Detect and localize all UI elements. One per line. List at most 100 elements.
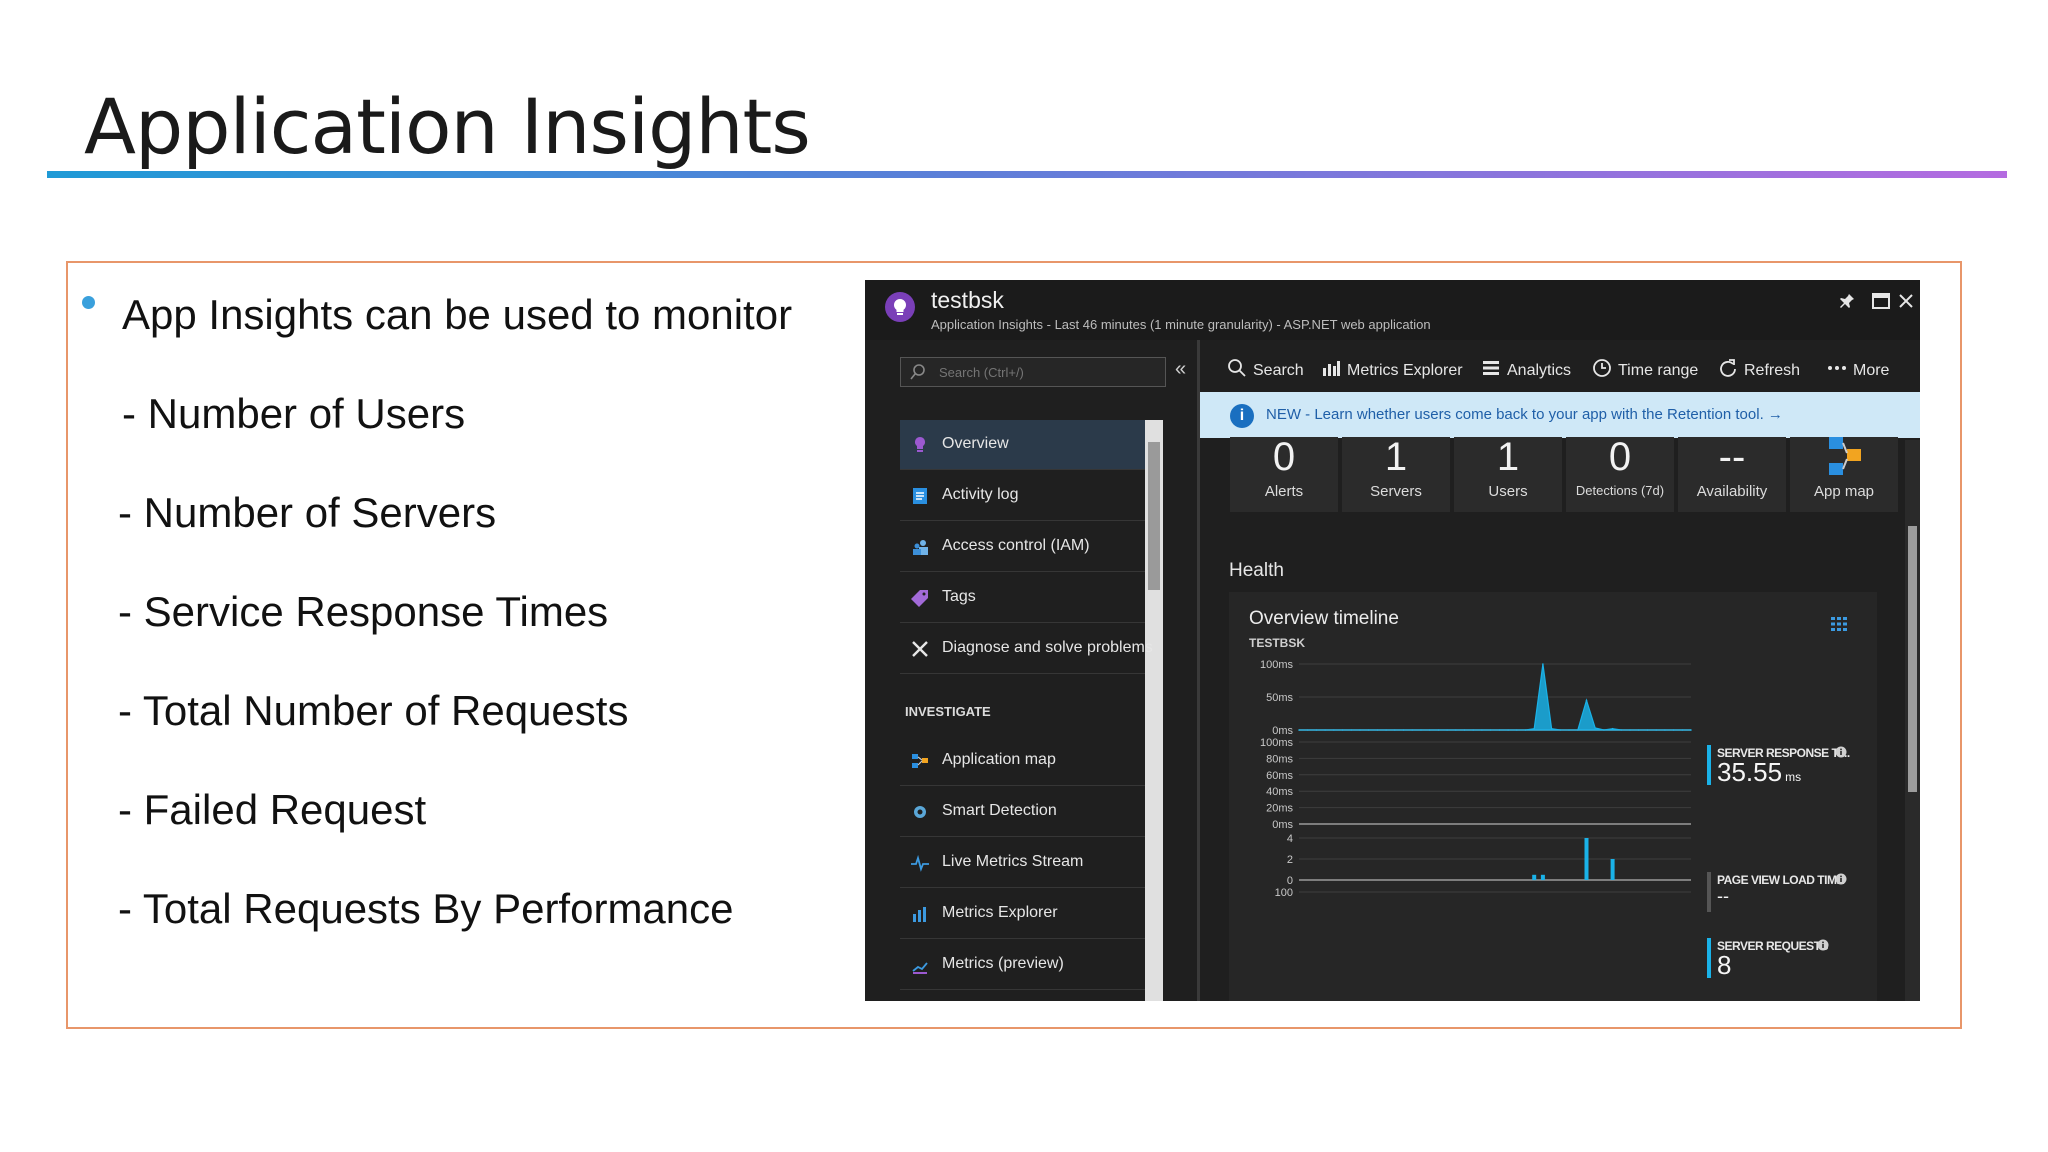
metric-value: -- bbox=[1717, 886, 1729, 906]
info-icon bbox=[1817, 938, 1829, 956]
pin-icon[interactable] bbox=[1834, 288, 1860, 314]
tile-detections[interactable]: 0 Detections (7d) bbox=[1566, 437, 1674, 512]
response-time-point bbox=[1629, 729, 1631, 731]
response-time-point bbox=[1568, 729, 1570, 731]
search-icon bbox=[1227, 358, 1247, 383]
y-tick-label: 80ms bbox=[1266, 753, 1293, 765]
tile-label: Users bbox=[1488, 483, 1528, 500]
response-time-point bbox=[1333, 729, 1335, 731]
lightbulb-icon bbox=[910, 435, 930, 455]
tile-label: App map bbox=[1813, 483, 1875, 500]
users-icon bbox=[910, 537, 930, 557]
info-icon: i bbox=[1230, 404, 1254, 428]
tile-alerts[interactable]: 0 Alerts bbox=[1230, 437, 1338, 512]
response-time-point bbox=[1672, 729, 1675, 731]
metric-value: 35.55 ms bbox=[1717, 757, 1801, 788]
tile-value: 1 bbox=[1384, 435, 1408, 479]
content-frame bbox=[66, 261, 1962, 1029]
menu-search-input[interactable] bbox=[900, 357, 1166, 387]
sidebar-item-label: Overview bbox=[942, 435, 1009, 452]
toolbar-refresh-button[interactable]: Refresh bbox=[1718, 358, 1800, 383]
sidebar-item-metrics-preview[interactable]: Metrics (preview) bbox=[900, 940, 1145, 990]
response-time-point bbox=[1559, 729, 1562, 731]
y-tick-label: 40ms bbox=[1266, 786, 1293, 798]
toolbar-more-button[interactable]: More bbox=[1827, 358, 1889, 383]
app-map-icon bbox=[1790, 437, 1898, 477]
bullet-dot-icon bbox=[82, 296, 95, 309]
sidebar-item-smart-detection[interactable]: Smart Detection bbox=[900, 787, 1145, 837]
response-time-point bbox=[1367, 729, 1370, 731]
toolbar-time-range-button[interactable]: Time range bbox=[1592, 358, 1698, 383]
wrench-icon bbox=[910, 639, 930, 659]
overview-timeline-chart: 100ms50ms0ms100ms80ms60ms40ms20ms0ms4201… bbox=[1260, 659, 1692, 899]
y-tick-label: 100 bbox=[1275, 887, 1293, 899]
tile-servers[interactable]: 1 Servers bbox=[1342, 437, 1450, 512]
maximize-icon[interactable] bbox=[1868, 288, 1894, 314]
grid-menu-icon[interactable] bbox=[1829, 614, 1849, 634]
sidebar-item-access-control[interactable]: Access control (IAM) bbox=[900, 522, 1145, 572]
info-icon bbox=[1835, 745, 1847, 763]
overview-timeline-card[interactable]: 100ms 50ms 0ms 100ms 80ms 60ms 40ms 20ms 0ms 4 2 0 1… bbox=[1229, 592, 1877, 1001]
timeline-title: Overview timeline bbox=[1249, 608, 1399, 629]
resource-name: testbsk bbox=[931, 287, 1004, 313]
response-time-point bbox=[1542, 663, 1544, 665]
tile-app-map[interactable]: App map bbox=[1790, 437, 1898, 512]
more-icon bbox=[1827, 358, 1847, 383]
response-time-point bbox=[1402, 729, 1405, 731]
y-tick-label: 4 bbox=[1287, 833, 1293, 845]
response-time-point bbox=[1394, 729, 1396, 731]
response-time-point bbox=[1637, 729, 1640, 731]
tag-icon bbox=[910, 588, 930, 608]
close-icon[interactable] bbox=[1893, 288, 1919, 314]
toolbar-search-button[interactable]: Search bbox=[1227, 358, 1304, 383]
y-tick-label: 0ms bbox=[1272, 725, 1293, 737]
app-insights-screenshot: testbsk Application Insights - Last 46 m… bbox=[865, 280, 1920, 1001]
sidebar-item-label: Tags bbox=[942, 588, 976, 605]
response-time-point bbox=[1550, 727, 1553, 730]
sidebar-item-label: Smart Detection bbox=[942, 802, 1057, 819]
response-time-point bbox=[1646, 729, 1649, 731]
refresh-icon bbox=[1718, 358, 1738, 383]
metric-label: PAGE VIEW LOAD TIME bbox=[1717, 873, 1844, 887]
tile-users[interactable]: 1 Users bbox=[1454, 437, 1562, 512]
tile-availability[interactable]: -- Availability bbox=[1678, 437, 1786, 512]
y-tick-label: 0ms bbox=[1272, 819, 1293, 831]
response-time-point bbox=[1420, 729, 1422, 731]
tile-label: Availability bbox=[1696, 483, 1768, 500]
content-scrollbar-thumb[interactable] bbox=[1908, 526, 1917, 792]
collapse-menu-button[interactable]: « bbox=[1175, 358, 1187, 380]
y-tick-label: 100ms bbox=[1260, 737, 1294, 749]
response-time-point bbox=[1533, 727, 1535, 730]
sidebar-item-metrics-explorer[interactable]: Metrics Explorer bbox=[900, 889, 1145, 939]
toolbar-metrics-explorer-button[interactable]: Metrics Explorer bbox=[1321, 358, 1463, 383]
metric-unit: ms bbox=[1785, 770, 1802, 784]
sidebar-item-diagnose[interactable]: Diagnose and solve problems bbox=[900, 624, 1153, 674]
sidebar-item-live-metrics[interactable]: Live Metrics Stream bbox=[900, 838, 1145, 888]
sidebar-item-tags[interactable]: Tags bbox=[900, 573, 1145, 623]
sidebar-item-label: Metrics Explorer bbox=[942, 904, 1058, 921]
response-time-point bbox=[1489, 729, 1492, 731]
slide-title: Application Insights bbox=[84, 82, 811, 171]
bullet-requests-performance: - Total Requests By Performance bbox=[118, 885, 734, 932]
toolbar-analytics-button[interactable]: Analytics bbox=[1481, 358, 1571, 383]
response-time-point bbox=[1585, 699, 1588, 702]
sidebar-item-application-map[interactable]: Application map bbox=[900, 736, 1145, 786]
metrics-preview-icon bbox=[910, 955, 930, 975]
y-tick-label: 0 bbox=[1287, 875, 1293, 887]
tile-value: -- bbox=[1718, 435, 1746, 479]
y-tick-label: 60ms bbox=[1266, 770, 1293, 782]
sidebar-item-label: Metrics (preview) bbox=[942, 955, 1064, 972]
tile-value: 1 bbox=[1496, 435, 1520, 479]
toolbar-label: Refresh bbox=[1744, 361, 1801, 379]
response-time-point bbox=[1516, 729, 1518, 731]
sidebar-item-overview[interactable]: Overview bbox=[900, 420, 1145, 470]
nav-scrollbar-thumb[interactable] bbox=[1148, 442, 1160, 590]
response-time-point bbox=[1603, 729, 1605, 731]
retention-banner[interactable]: i NEW - Learn whether users come back to… bbox=[1200, 392, 1920, 438]
sidebar-item-label: Diagnose and solve problems bbox=[942, 639, 1153, 656]
sidebar-item-activity-log[interactable]: Activity log bbox=[900, 471, 1145, 521]
response-time-point bbox=[1620, 729, 1623, 731]
toolbar-label: Metrics Explorer bbox=[1347, 361, 1463, 379]
pane-splitter[interactable] bbox=[1197, 340, 1200, 1001]
response-time-point bbox=[1463, 729, 1466, 731]
